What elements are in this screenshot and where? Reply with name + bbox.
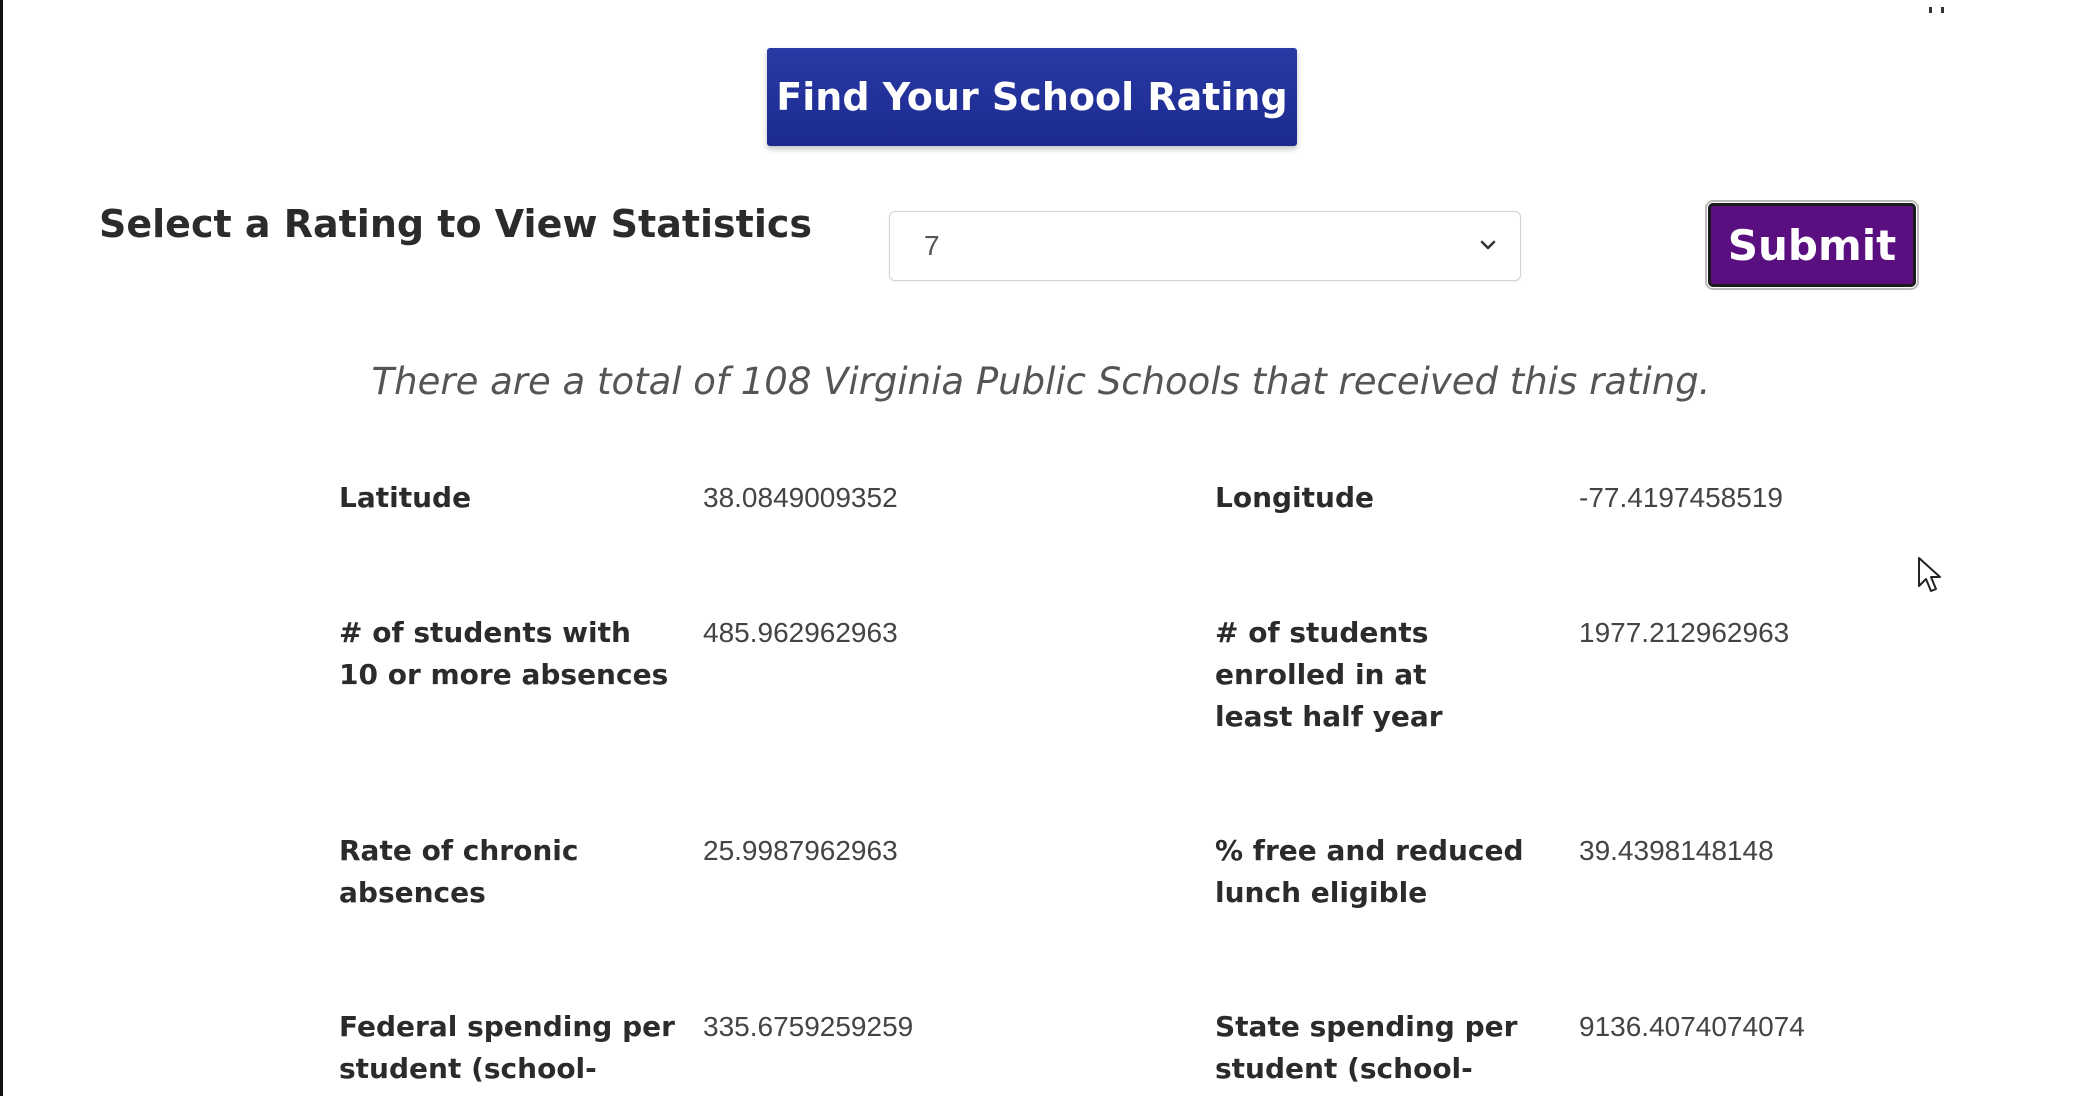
free-reduced-lunch-label: % free and reduced lunch eligible xyxy=(1215,834,1524,909)
latitude-label: Latitude xyxy=(339,481,472,514)
mouse-pointer-icon xyxy=(1917,556,1943,594)
rating-select-label: Select a Rating to View Statistics xyxy=(99,202,813,246)
state-spending-value: 9136.4074074074 xyxy=(1579,1011,1805,1042)
rating-select[interactable]: 7 xyxy=(889,211,1521,281)
partial-glyph xyxy=(1929,0,1945,13)
students-10-absences-value: 485.962962963 xyxy=(703,617,898,648)
find-school-rating-button[interactable]: Find Your School Rating xyxy=(767,48,1297,146)
free-reduced-lunch-value: 39.4398148148 xyxy=(1579,835,1774,866)
chevron-down-icon xyxy=(1476,232,1500,256)
submit-button[interactable]: Submit xyxy=(1705,200,1919,290)
chronic-absence-rate-value: 25.9987962963 xyxy=(703,835,898,866)
federal-spending-value: 335.6759259259 xyxy=(703,1011,914,1042)
longitude-value: -77.4197458519 xyxy=(1579,482,1783,513)
students-enrolled-label: # of students enrolled in at least half … xyxy=(1215,616,1443,733)
rating-select-value: 7 xyxy=(924,230,940,261)
summary-text: There are a total of 108 Virginia Public… xyxy=(371,360,1711,403)
chronic-absence-rate-label: Rate of chronic absences xyxy=(339,834,579,909)
latitude-value: 38.0849009352 xyxy=(703,482,898,513)
longitude-label: Longitude xyxy=(1215,481,1375,514)
federal-spending-label: Federal spending per student (school-lev… xyxy=(339,1010,675,1096)
students-enrolled-value: 1977.212962963 xyxy=(1579,617,1790,648)
students-10-absences-label: # of students with 10 or more absences xyxy=(339,616,669,691)
state-spending-label: State spending per student (school-level… xyxy=(1215,1010,1518,1096)
